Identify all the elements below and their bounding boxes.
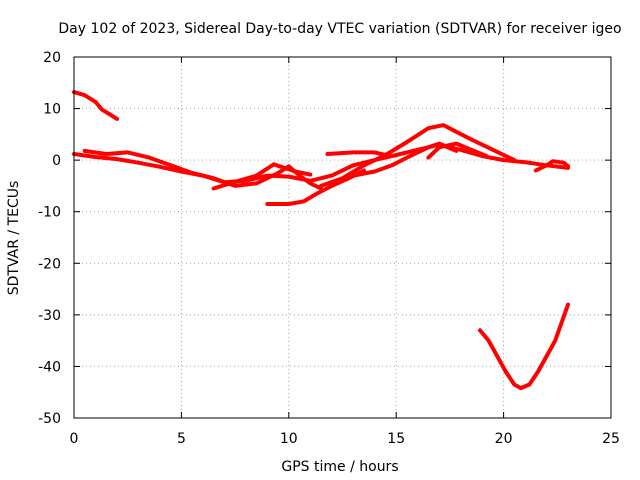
x-tick-label: 20 — [495, 431, 513, 447]
y-tick-label: -40 — [38, 359, 61, 375]
y-tick-label: -20 — [38, 256, 61, 272]
y-axis-label: SDTVAR / TECUs — [6, 181, 22, 296]
sdtvar-chart: 0 5 10 15 20 25 -50 -40 -30 -20 -10 0 10 20 Day 102 o… — [0, 0, 640, 480]
y-tick-label: 20 — [43, 50, 61, 66]
x-tick-label: 5 — [177, 431, 186, 447]
x-tick-label: 25 — [602, 431, 620, 447]
y-tick-label: 0 — [52, 153, 61, 169]
x-tick-label: 15 — [387, 431, 405, 447]
y-tick-label: 10 — [43, 102, 61, 118]
chart-title: Day 102 of 2023, Sidereal Day-to-day VTE… — [58, 21, 621, 37]
chart-background — [0, 0, 640, 480]
x-tick-label: 0 — [70, 431, 79, 447]
y-tick-label: -30 — [38, 308, 61, 324]
x-axis-label: GPS time / hours — [281, 459, 398, 475]
x-tick-label: 10 — [280, 431, 298, 447]
y-tick-label: -50 — [38, 411, 61, 427]
y-tick-label: -10 — [38, 205, 61, 221]
